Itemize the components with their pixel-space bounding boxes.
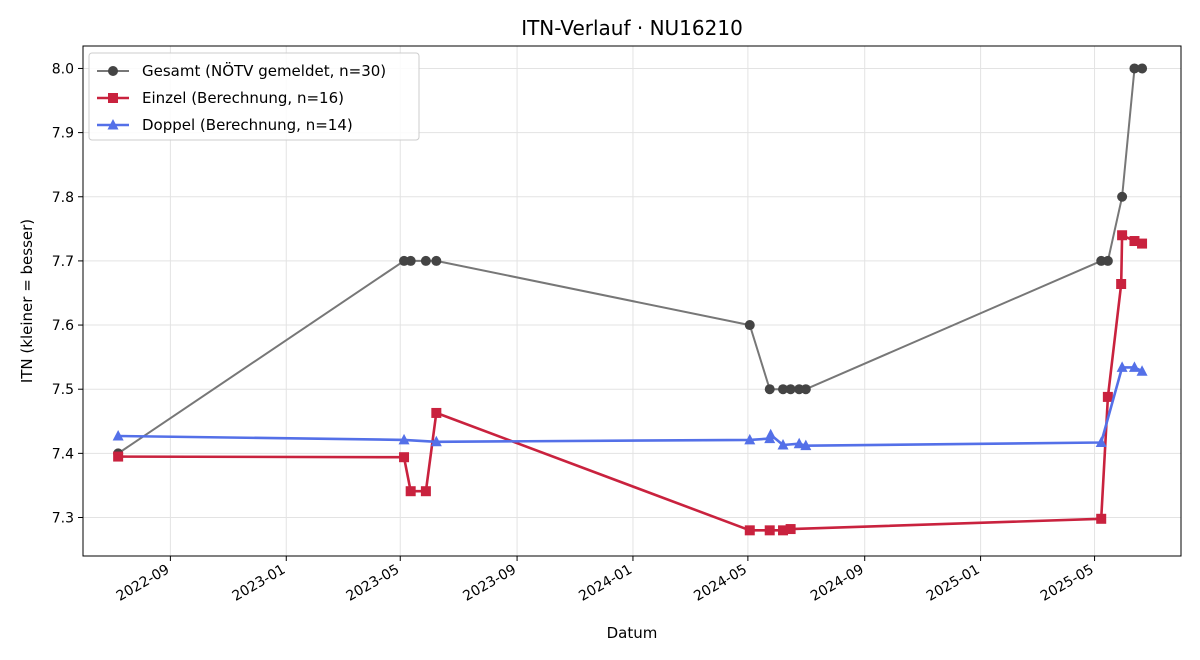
data-point-einzel [1117,230,1128,241]
chart-title: ITN-Verlauf · NU16210 [521,16,743,40]
legend-marker-einzel [108,93,118,103]
data-point-gesamt [744,320,755,331]
legend-label-gesamt: Gesamt (NÖTV gemeldet, n=30) [142,61,386,80]
data-point-doppel [765,428,777,440]
data-point-einzel [1116,279,1127,289]
legend-box [88,52,420,141]
data-point-einzel [420,486,431,497]
series-gesamt [113,63,1148,459]
data-point-doppel [793,437,805,449]
data-point-einzel [1096,513,1107,524]
data-point-gesamt [1129,63,1140,74]
data-point-gesamt [431,255,442,266]
data-point-einzel [1129,236,1140,247]
data-point-einzel [764,525,775,536]
data-point-einzel [778,525,789,536]
legend-marker-doppel [107,119,119,130]
data-point-einzel [113,451,124,462]
series-layer [112,63,1148,536]
data-point-doppel [1095,436,1107,447]
x-axis-label: Datum [607,624,658,642]
data-point-doppel [398,433,410,445]
data-point-doppel [1136,365,1148,376]
y-axis: 7.3 7.4 7.5 7.6 7.7 7.8 7.9 8.0 [52,61,83,527]
data-point-gesamt [420,255,431,266]
data-point-doppel [744,433,756,445]
y-axis-label: ITN (kleiner = besser) [18,219,36,383]
data-point-gesamt [405,255,416,266]
y-tick-label: 8.0 [52,61,74,77]
y-tick-label: 7.8 [52,190,74,206]
data-point-gesamt [764,384,775,395]
legend: Gesamt (NÖTV gemeldet, n=30) Einzel (Bere… [88,52,420,141]
data-point-einzel [785,524,796,535]
plot-frame [82,45,1182,557]
legend-label-einzel: Einzel (Berechnung, n=16) [142,89,344,107]
y-tick-label: 7.6 [52,318,74,334]
y-tick-label: 7.5 [52,382,74,398]
series-einzel [113,230,1148,536]
legend-label-doppel: Doppel (Berechnung, n=14) [142,116,353,134]
data-point-doppel [430,435,442,447]
data-point-doppel [777,439,789,450]
data-point-doppel [800,439,812,451]
data-point-einzel [399,452,410,463]
data-point-gesamt [1117,191,1128,202]
data-point-gesamt [800,384,811,395]
data-point-gesamt [1102,255,1113,266]
y-tick-label: 7.7 [52,254,74,270]
data-point-gesamt [785,384,796,395]
legend-marker-gesamt [108,66,118,76]
data-point-einzel [405,486,416,497]
data-point-doppel [112,430,124,441]
data-point-einzel [744,525,755,536]
y-tick-label: 7.9 [52,126,74,142]
data-point-gesamt [1137,63,1148,74]
data-point-gesamt [778,384,789,395]
y-tick-label: 7.4 [52,446,74,462]
data-point-einzel [1102,391,1113,402]
series-doppel [112,361,1148,451]
y-tick-label: 7.3 [52,511,74,527]
data-point-doppel [1128,361,1140,372]
data-point-doppel [1116,361,1128,372]
data-point-einzel [1137,238,1148,249]
data-point-einzel [431,407,442,418]
